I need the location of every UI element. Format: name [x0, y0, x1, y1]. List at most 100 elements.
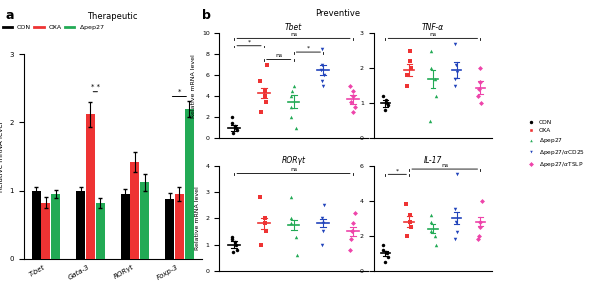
Point: [347, 110, 357, 114]
Text: * *: * *: [91, 84, 100, 90]
Point: [426, 48, 436, 53]
Point: [227, 234, 237, 239]
Point: [451, 76, 460, 81]
Bar: [51, 194, 60, 259]
Text: b: b: [202, 9, 211, 22]
Bar: [130, 162, 139, 259]
Y-axis label: Relative mRNA level: Relative mRNA level: [192, 54, 196, 118]
Point: [228, 250, 238, 255]
Text: *: *: [178, 89, 181, 95]
Point: [286, 195, 296, 200]
Point: [227, 115, 237, 120]
Y-axis label: Relative mRNA level: Relative mRNA level: [195, 186, 200, 250]
Bar: [184, 109, 194, 259]
Point: [318, 229, 328, 234]
Text: Preventive: Preventive: [315, 9, 361, 18]
Point: [407, 66, 416, 71]
Title: TNF-α: TNF-α: [422, 23, 444, 32]
Point: [256, 110, 266, 114]
Title: RORγt: RORγt: [282, 156, 305, 165]
Text: ns: ns: [441, 163, 448, 168]
Point: [407, 225, 416, 229]
Bar: [165, 199, 174, 259]
Point: [286, 104, 296, 109]
Point: [379, 247, 388, 252]
Point: [317, 242, 327, 247]
Point: [262, 229, 271, 234]
Point: [476, 66, 485, 71]
Point: [379, 94, 388, 99]
Point: [347, 237, 356, 242]
Point: [292, 253, 302, 257]
Point: [451, 62, 461, 67]
Point: [348, 94, 358, 99]
Point: [426, 219, 436, 224]
Point: [319, 73, 329, 78]
Point: [452, 172, 462, 177]
Title: Tbet: Tbet: [285, 23, 302, 32]
Point: [426, 228, 436, 233]
Point: [379, 242, 388, 247]
Point: [288, 88, 297, 93]
Point: [260, 94, 269, 99]
Point: [402, 73, 412, 78]
Point: [474, 237, 483, 242]
Point: [231, 242, 241, 247]
Point: [383, 103, 393, 107]
Bar: [140, 182, 149, 259]
Point: [349, 88, 358, 93]
Point: [260, 216, 270, 221]
Point: [232, 247, 242, 252]
Text: *: *: [396, 168, 399, 173]
Point: [402, 233, 412, 238]
Point: [262, 99, 271, 104]
Point: [474, 94, 483, 99]
Point: [317, 78, 326, 83]
Bar: [86, 114, 95, 259]
Text: ns: ns: [275, 53, 282, 58]
Point: [382, 251, 391, 256]
Point: [256, 195, 265, 200]
Point: [380, 260, 390, 265]
Text: ns: ns: [429, 32, 436, 37]
Point: [286, 94, 296, 99]
Point: [347, 221, 357, 226]
Point: [450, 83, 460, 88]
Point: [318, 83, 327, 88]
Point: [406, 48, 415, 53]
Bar: [42, 203, 50, 259]
Point: [425, 119, 435, 123]
Point: [406, 212, 415, 217]
Point: [451, 41, 460, 46]
Point: [474, 233, 484, 238]
Point: [227, 237, 237, 242]
Text: a: a: [6, 9, 14, 22]
Point: [401, 202, 411, 206]
Point: [287, 221, 296, 226]
Text: ns: ns: [290, 32, 297, 37]
Point: [403, 83, 412, 88]
Point: [317, 47, 327, 51]
Point: [318, 221, 327, 226]
Point: [430, 233, 439, 238]
Point: [474, 87, 484, 92]
Point: [431, 242, 441, 247]
Point: [426, 66, 436, 71]
Point: [260, 221, 269, 226]
Point: [291, 234, 301, 239]
Point: [380, 108, 390, 113]
Title: Therapeutic: Therapeutic: [87, 12, 138, 21]
Point: [227, 120, 237, 125]
Text: *: *: [307, 46, 310, 51]
Point: [260, 88, 270, 93]
Point: [381, 249, 391, 254]
Point: [451, 237, 460, 242]
Point: [346, 99, 355, 104]
Point: [475, 225, 484, 229]
Point: [287, 115, 296, 120]
Point: [345, 83, 355, 88]
Point: [256, 78, 265, 83]
Point: [231, 126, 241, 130]
Bar: [31, 191, 41, 259]
Bar: [120, 194, 130, 259]
